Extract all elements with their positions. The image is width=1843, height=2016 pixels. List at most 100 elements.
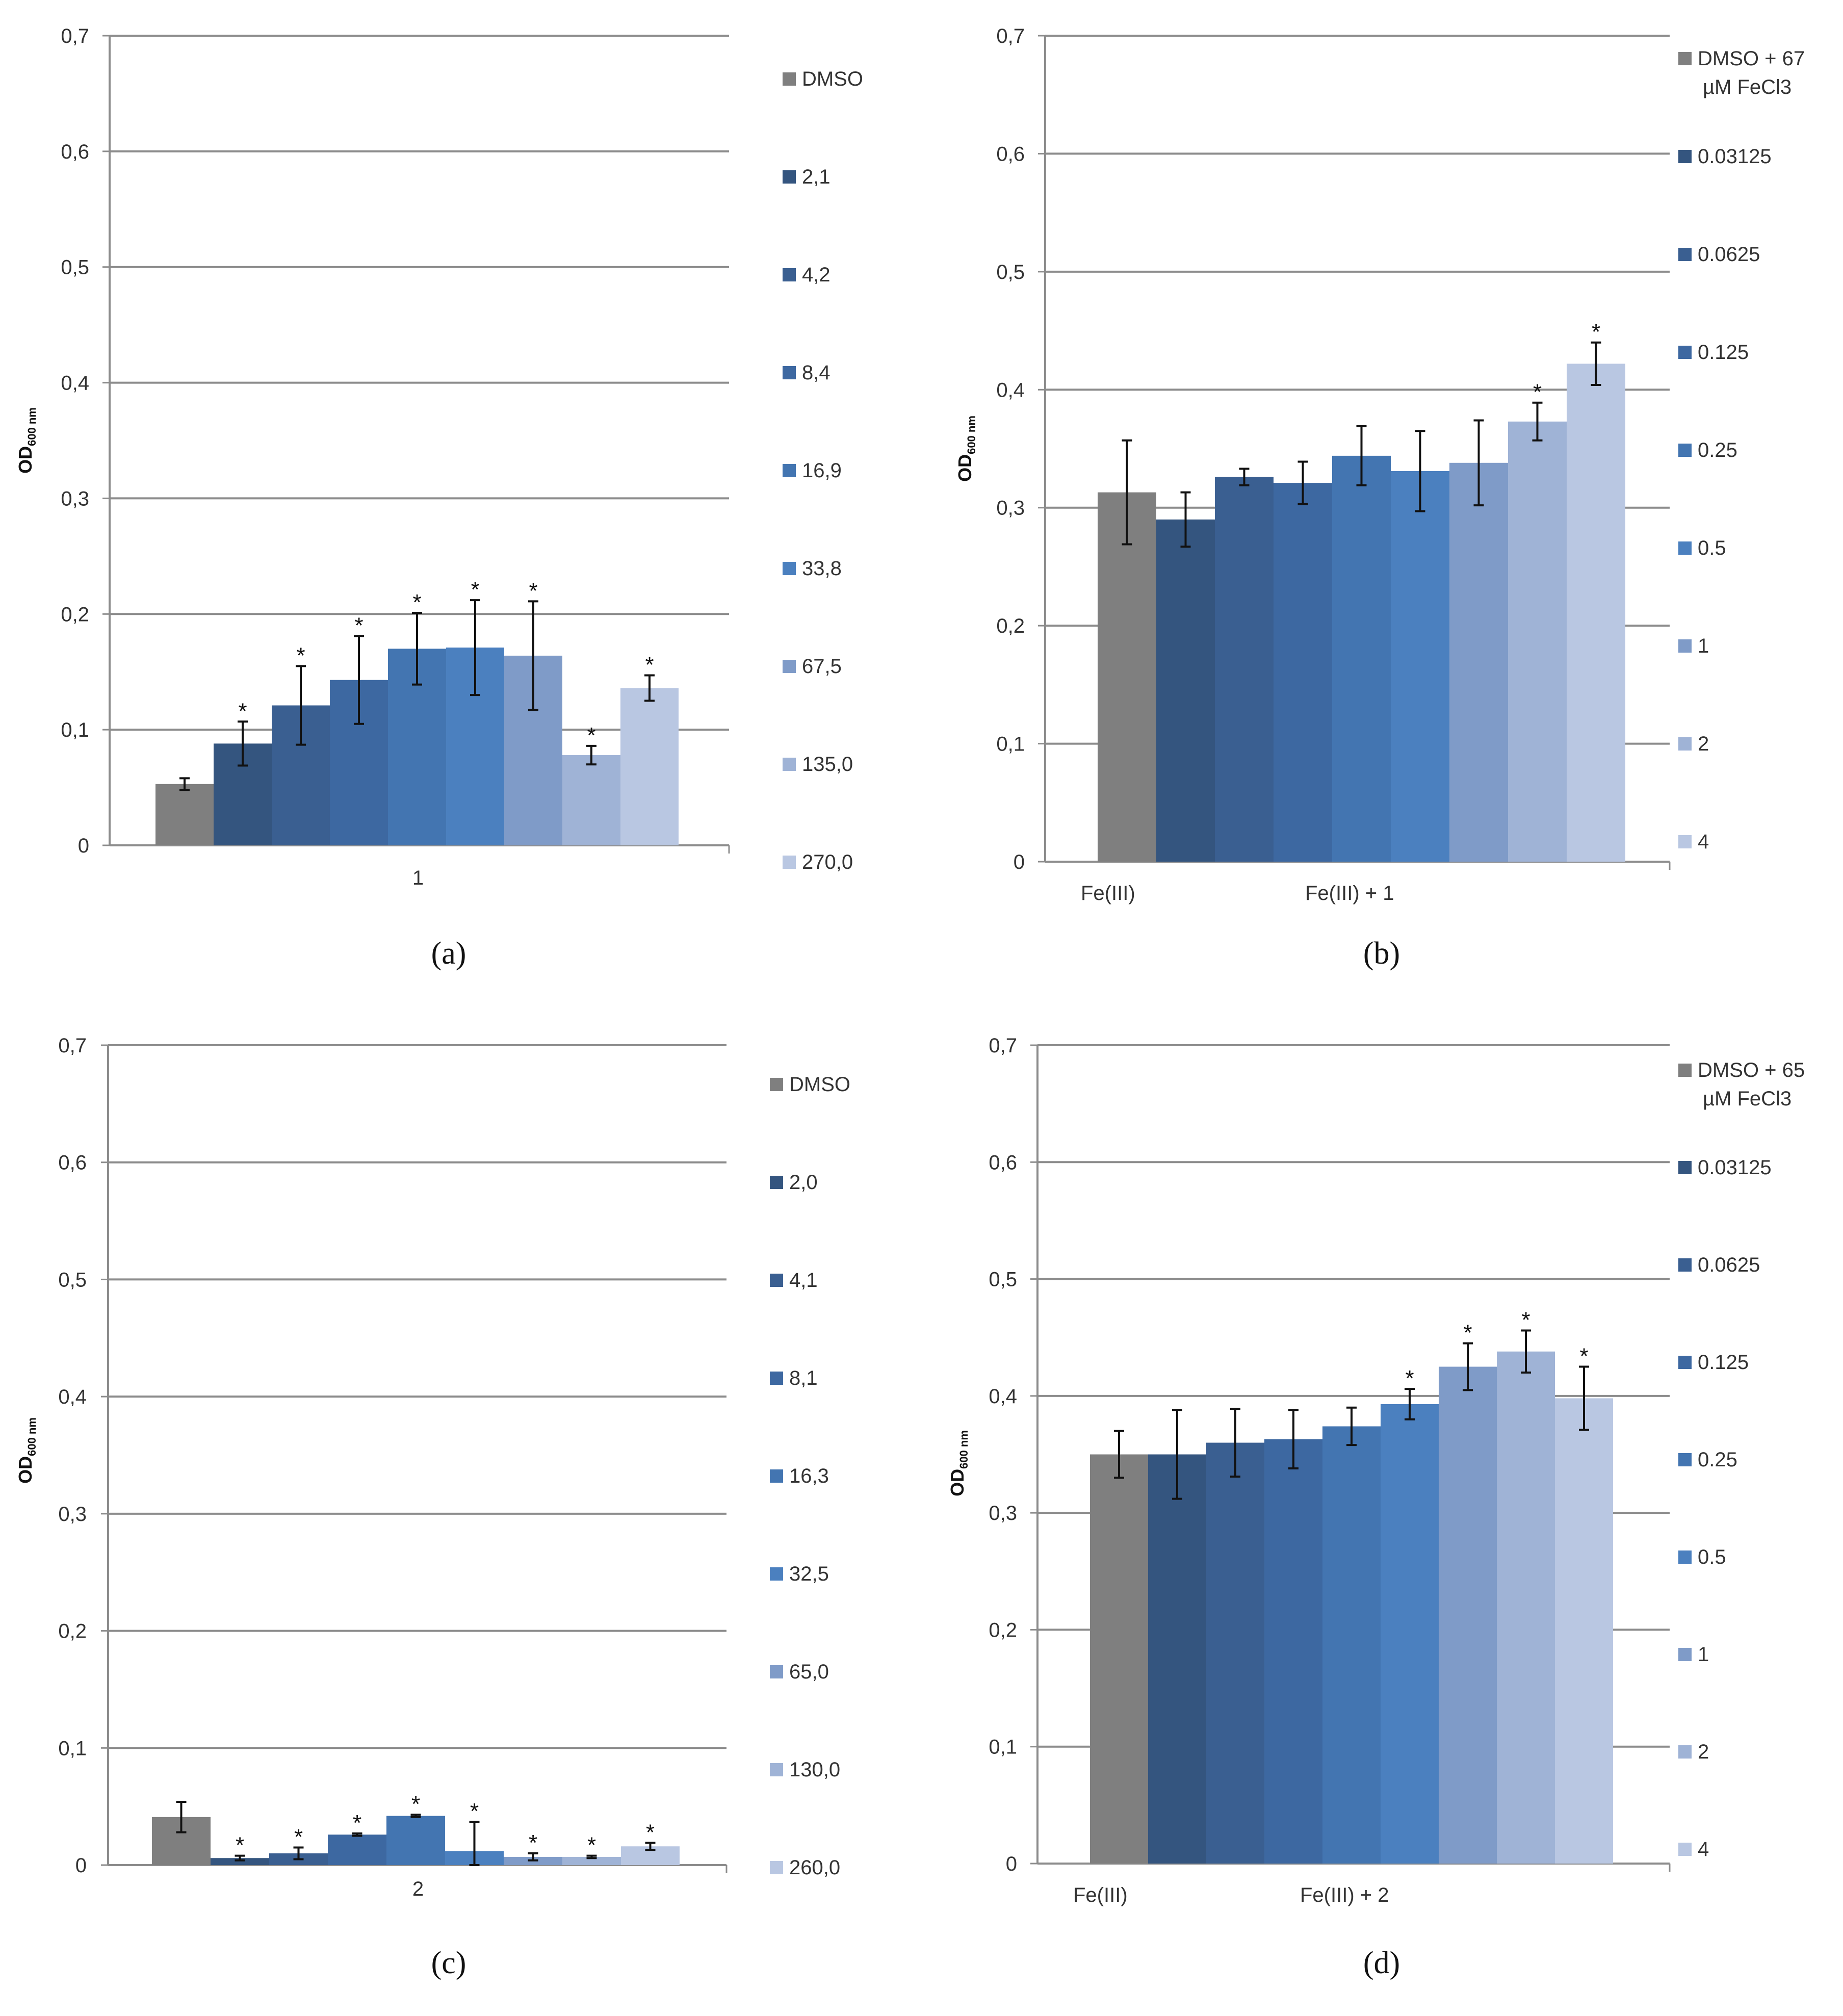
bar: [1322, 1426, 1381, 1864]
category-label: Fe(III) + 1: [1305, 882, 1394, 904]
legend-label: 4: [1698, 1838, 1709, 1860]
legend-label: 65,0: [789, 1661, 829, 1683]
legend-label: 4,1: [789, 1269, 818, 1291]
category-label: Fe(III): [1081, 882, 1135, 904]
y-tick-label: 0,6: [989, 1151, 1017, 1174]
legend-swatch: [783, 72, 796, 86]
legend-swatch: [1678, 737, 1692, 751]
significance-marker: *: [529, 578, 537, 603]
legend-label: 130,0: [789, 1759, 840, 1781]
legend-label: DMSO: [802, 68, 863, 90]
y-tick-label: 0,6: [58, 1152, 87, 1174]
significance-marker: *: [1521, 1307, 1530, 1332]
bar: [1439, 1366, 1497, 1864]
bar: [1508, 421, 1567, 862]
legend-swatch: [1678, 1064, 1692, 1077]
y-tick-label: 0: [75, 1854, 87, 1877]
bar: [1206, 1442, 1264, 1864]
significance-marker: *: [587, 1833, 596, 1858]
y-tick-label: 0,2: [996, 615, 1025, 637]
significance-marker: *: [236, 1833, 244, 1858]
legend-label: DMSO: [789, 1073, 850, 1096]
category-label: 2: [412, 1878, 424, 1900]
legend-label: 33,8: [802, 557, 842, 580]
bar: [386, 1816, 445, 1865]
legend-label: 1: [1698, 635, 1709, 657]
legend-label: 0.03125: [1698, 145, 1772, 168]
legend-swatch: [1678, 1356, 1692, 1369]
bar: [1497, 1351, 1555, 1864]
bar: [1332, 455, 1391, 862]
legend-swatch: [770, 1469, 783, 1483]
bar: [1449, 462, 1508, 862]
legend-label: 2: [1698, 733, 1709, 755]
bar: [1381, 1404, 1439, 1864]
bar: [211, 1858, 269, 1865]
legend-label: 0.0625: [1698, 243, 1760, 266]
legend-label: 8,1: [789, 1367, 818, 1389]
y-tick-label: 0,1: [61, 719, 89, 741]
legend-swatch: [1678, 346, 1692, 359]
legend-label: 16,3: [789, 1465, 829, 1487]
bar: [1215, 477, 1274, 862]
chart-d: 0 0,1 0,2 0,3 0,4 0,5 0,6 0,7 OD600 nm * * * * Fe(III…: [947, 1035, 1805, 1980]
legend-swatch: [770, 1274, 783, 1287]
legend-swatch: [783, 562, 796, 575]
significance-marker: *: [1463, 1321, 1472, 1346]
y-tick-label: 0,6: [61, 141, 89, 163]
chart-b: 0 0,1 0,2 0,3 0,4 0,5 0,6 0,7 OD600 nm * * Fe(III) F…: [954, 25, 1805, 971]
panel-caption: (a): [431, 936, 466, 971]
legend-swatch: [1678, 1453, 1692, 1466]
bar: [1264, 1439, 1322, 1864]
significance-marker: *: [471, 577, 479, 602]
legend-label: 4,2: [802, 264, 830, 286]
bar: [155, 784, 214, 845]
panel-caption: (b): [1363, 936, 1400, 971]
legend-swatch: [783, 268, 796, 281]
y-tick-label: 0,3: [61, 487, 89, 510]
chart-a: 0 0,1 0,2 0,3 0,4 0,5 0,6 0,7 OD600 nm * * * * * * * * 1 D…: [15, 25, 863, 971]
legend-label: 0.03125: [1698, 1156, 1772, 1179]
legend-label: 0.125: [1698, 341, 1749, 364]
legend-label: 0.5: [1698, 1546, 1726, 1568]
bar: [1274, 483, 1332, 862]
legend-label: 32,5: [789, 1563, 829, 1585]
legend-swatch: [770, 1763, 783, 1776]
significance-marker: *: [412, 590, 421, 615]
legend-label-cont: µM FeCl3: [1703, 1088, 1792, 1110]
y-tick-label: 0,7: [61, 25, 89, 47]
legend-label: 4: [1698, 831, 1709, 853]
significance-marker: *: [1405, 1366, 1414, 1391]
bar: [562, 755, 620, 845]
legend-label: 0.0625: [1698, 1254, 1760, 1276]
chart-c: 0 0,1 0,2 0,3 0,4 0,5 0,6 0,7 OD600 nm * * * * * * * * 2 D…: [15, 1035, 850, 1980]
significance-marker: *: [411, 1792, 420, 1817]
category-label: Fe(III) + 2: [1300, 1884, 1389, 1906]
legend-swatch: [1678, 248, 1692, 261]
significance-marker: *: [296, 643, 305, 668]
bar: [1567, 364, 1625, 862]
legend-label: DMSO + 65: [1698, 1059, 1805, 1081]
legend-swatch: [770, 1372, 783, 1385]
bar: [1156, 519, 1215, 862]
y-axis-label: OD600 nm: [954, 416, 978, 482]
legend-label-cont: µM FeCl3: [1703, 76, 1792, 98]
bar: [328, 1834, 386, 1865]
legend-label: 67,5: [802, 655, 842, 678]
y-axis-label: OD600 nm: [947, 1430, 970, 1496]
legend-label: 270,0: [802, 851, 853, 873]
y-tick-label: 0,2: [58, 1620, 87, 1643]
y-tick-label: 0,2: [989, 1619, 1017, 1641]
legend-swatch: [1678, 639, 1692, 653]
legend-swatch: [1678, 1161, 1692, 1174]
y-tick-label: 0,5: [58, 1269, 87, 1291]
y-tick-label: 0,7: [58, 1035, 87, 1057]
panel-caption: (c): [431, 1946, 466, 1980]
legend-label: 8,4: [802, 361, 830, 384]
y-tick-label: 0,1: [58, 1737, 87, 1760]
legend-swatch: [1678, 444, 1692, 457]
significance-marker: *: [238, 699, 247, 723]
legend-swatch: [1678, 1258, 1692, 1272]
legend-swatch: [783, 464, 796, 477]
